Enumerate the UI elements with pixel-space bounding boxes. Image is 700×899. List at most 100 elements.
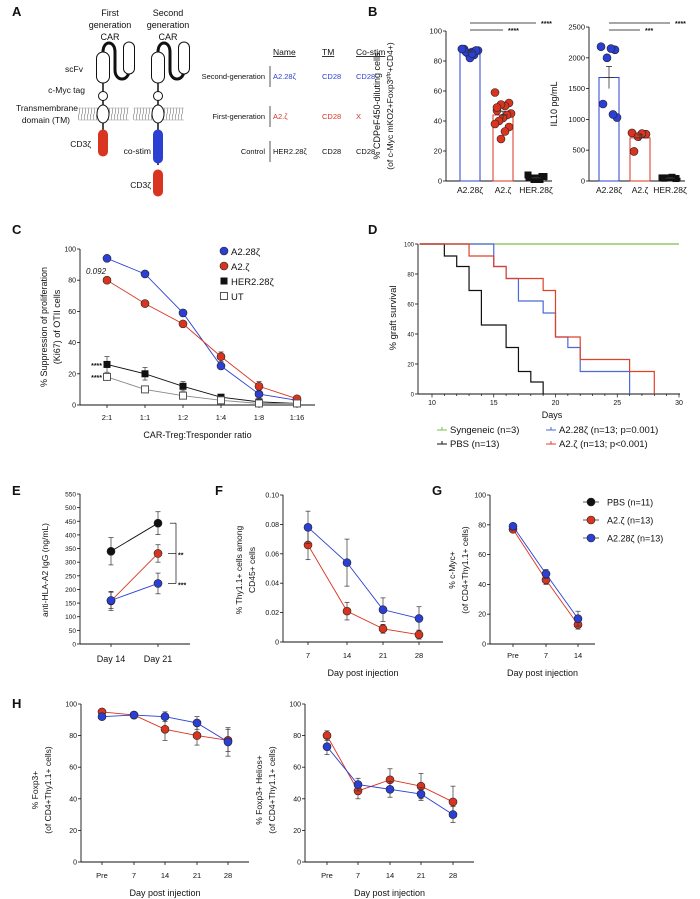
x-tick-label: 28	[224, 871, 232, 880]
table-row-tm: CD28	[322, 72, 341, 81]
legend-marker	[586, 497, 596, 507]
membrane-lipid	[77, 107, 81, 121]
data-point	[141, 385, 149, 394]
y-tick-label: 40	[68, 340, 76, 347]
y-tick-label: 60	[69, 765, 77, 772]
data-point	[414, 630, 424, 639]
x-tick-label: 1:1	[140, 413, 150, 422]
legend-label: PBS (n=13)	[450, 439, 499, 450]
data-point	[500, 127, 510, 136]
data-point	[385, 785, 395, 794]
p-value-annotation: 0.092	[86, 267, 107, 276]
first-gen-title: First	[101, 8, 119, 18]
x-tick-label: 21	[417, 871, 425, 880]
data-point	[179, 391, 187, 400]
y-tick-label: 400	[65, 532, 76, 539]
significance-label: ****	[675, 21, 686, 28]
x-tick-label: Pre	[96, 871, 108, 880]
y-tick-label: 100	[429, 27, 442, 36]
data-point	[536, 176, 544, 183]
data-point	[103, 360, 111, 368]
legend-marker	[586, 515, 596, 525]
scfv-label: scFv	[65, 64, 84, 74]
data-point	[492, 103, 502, 112]
membrane-lipid	[144, 107, 148, 121]
table-row-group: Second-generation	[202, 72, 265, 81]
y-tick-label: 20	[478, 612, 486, 619]
scfv-light-chain	[178, 41, 190, 75]
table-header: Name	[273, 47, 296, 57]
y-tick-label: 20	[69, 828, 77, 835]
data-point	[293, 399, 301, 408]
series-line	[110, 583, 159, 601]
x-tick-label: 21	[193, 871, 201, 880]
data-point	[106, 596, 116, 605]
x-tick-label: 14	[161, 871, 169, 880]
bar	[629, 137, 651, 182]
data-point	[448, 797, 458, 807]
transmembrane-domain	[96, 104, 110, 124]
membrane-lipid	[92, 107, 96, 121]
legend-marker	[586, 533, 596, 543]
y-tick-label: 0.06	[265, 551, 279, 558]
x-axis-label: Days	[542, 410, 563, 420]
bar	[598, 77, 620, 182]
x-tick-label: A2.ζ	[495, 185, 512, 195]
y-tick-label: 80	[478, 522, 486, 529]
second-gen-title: CAR	[158, 32, 178, 42]
data-point	[342, 558, 352, 567]
membrane-lipid	[141, 107, 145, 121]
membrane-lipid	[180, 107, 184, 121]
y-axis-label: % graft survival	[388, 286, 399, 351]
y-axis-label: % Thy1.1+ cells among	[234, 526, 244, 615]
data-point	[602, 53, 612, 63]
y-label-superscript: gfp	[386, 72, 392, 80]
y-tick-label: 20	[407, 363, 414, 369]
data-point	[129, 710, 139, 720]
data-point	[448, 810, 458, 819]
legend-marker	[220, 277, 228, 285]
legend-label: PBS (n=11)	[607, 498, 653, 508]
data-point	[153, 579, 163, 588]
membrane-lipid	[80, 107, 84, 121]
y-tick-label: 40	[293, 796, 301, 803]
scfv-heavy-chain	[96, 51, 110, 84]
y-axis-label: (of CD4+Thy1.1+ cells)	[460, 526, 470, 614]
x-axis-label: Day post injection	[129, 888, 200, 898]
data-point	[573, 614, 583, 623]
data-point	[140, 299, 150, 308]
series-line	[106, 376, 297, 404]
y-tick-label: 40	[407, 333, 414, 339]
y-tick-label: 500	[572, 146, 585, 155]
data-point	[541, 569, 551, 579]
data-point	[179, 382, 187, 390]
y-tick-label: 0	[72, 403, 76, 410]
second-gen-title: Second	[153, 8, 184, 18]
panel-label: B	[368, 4, 377, 19]
data-point	[378, 605, 388, 614]
first-gen-title: generation	[89, 20, 132, 30]
x-axis-label: Day post injection	[327, 668, 398, 678]
survival-curve	[419, 243, 544, 394]
y-tick-label: 20	[434, 147, 442, 156]
membrane-lipid	[132, 107, 136, 121]
y-tick-label: 50	[69, 628, 77, 635]
data-point	[153, 518, 163, 528]
table-header: Co-stim	[356, 47, 385, 57]
y-tick-label: 0	[297, 860, 301, 867]
table-row-costim: X	[356, 112, 361, 121]
data-point	[160, 712, 170, 721]
y-axis-label: % c-Myc+	[447, 551, 457, 589]
membrane-lipid	[116, 107, 120, 121]
data-point	[103, 372, 111, 381]
data-point	[322, 742, 332, 751]
y-tick-label: 100	[474, 493, 486, 500]
bar	[459, 51, 481, 182]
c-myc-tag	[98, 91, 108, 101]
y-axis-label: % Foxp3+	[30, 771, 40, 810]
y-tick-label: 40	[69, 796, 77, 803]
y-tick-label: 1000	[568, 115, 585, 124]
data-point	[102, 254, 112, 263]
series-line	[307, 544, 420, 636]
data-point	[254, 381, 264, 391]
